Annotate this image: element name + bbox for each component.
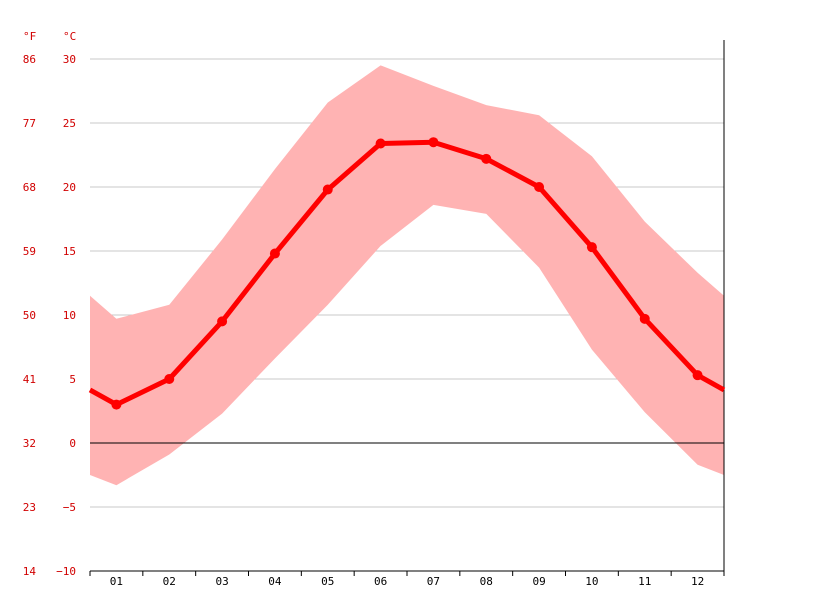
- mean-point: [164, 374, 175, 384]
- celsius-tick-label: −10: [56, 565, 76, 578]
- fahrenheit-tick-label: 86: [23, 53, 36, 66]
- celsius-tick-label: 15: [63, 245, 76, 258]
- celsius-tick-label: 5: [69, 373, 76, 386]
- x-tick-label: 01: [110, 575, 123, 588]
- x-tick-label: 02: [163, 575, 176, 588]
- mean-temperature-points: [111, 137, 703, 410]
- x-tick-label: 04: [268, 575, 282, 588]
- x-tick-label: 03: [215, 575, 228, 588]
- mean-point: [111, 399, 122, 410]
- mean-point: [269, 248, 280, 259]
- fahrenheit-tick-label: 14: [23, 565, 37, 578]
- fahrenheit-tick-label: 32: [23, 437, 36, 450]
- fahrenheit-tick-label: 50: [23, 309, 36, 322]
- mean-point: [481, 153, 492, 164]
- mean-point: [534, 182, 545, 192]
- fahrenheit-tick-label: 77: [23, 117, 36, 130]
- mean-point: [692, 370, 703, 381]
- mean-point: [639, 313, 650, 324]
- mean-point: [322, 184, 333, 195]
- celsius-tick-label: −5: [63, 501, 76, 514]
- mean-point: [428, 137, 439, 148]
- x-tick-label: 05: [321, 575, 334, 588]
- mean-point: [217, 316, 228, 327]
- celsius-unit-label: °C: [63, 30, 76, 43]
- x-axis-labels: 01 02 03 04 05 06 07 08 09 10 11 12: [89, 571, 725, 588]
- fahrenheit-tick-label: 68: [23, 181, 36, 194]
- celsius-tick-label: 20: [63, 181, 76, 194]
- celsius-tick-label: 0: [69, 437, 76, 450]
- mean-point: [586, 242, 597, 253]
- fahrenheit-tick-label: 41: [23, 373, 36, 386]
- x-tick-label: 12: [691, 575, 704, 588]
- y-axis-labels: 86 30 77 25 68 20 59 15 50 10 41 5 32 0 23 −5 14 −10: [23, 53, 76, 578]
- celsius-tick-label: 30: [63, 53, 76, 66]
- x-tick-label: 08: [480, 575, 493, 588]
- x-tick-label: 10: [585, 575, 598, 588]
- x-tick-label: 09: [532, 575, 545, 588]
- celsius-tick-label: 25: [63, 117, 76, 130]
- mean-temperature-line: [88, 139, 726, 408]
- mean-point: [375, 138, 386, 149]
- temperature-range-band: [90, 65, 724, 486]
- x-tick-label: 07: [427, 575, 440, 588]
- x-tick-label: 06: [374, 575, 387, 588]
- fahrenheit-tick-label: 59: [23, 245, 36, 258]
- fahrenheit-unit-label: °F: [23, 30, 36, 43]
- celsius-tick-label: 10: [63, 309, 76, 322]
- fahrenheit-tick-label: 23: [23, 501, 36, 514]
- x-tick-label: 11: [638, 575, 651, 588]
